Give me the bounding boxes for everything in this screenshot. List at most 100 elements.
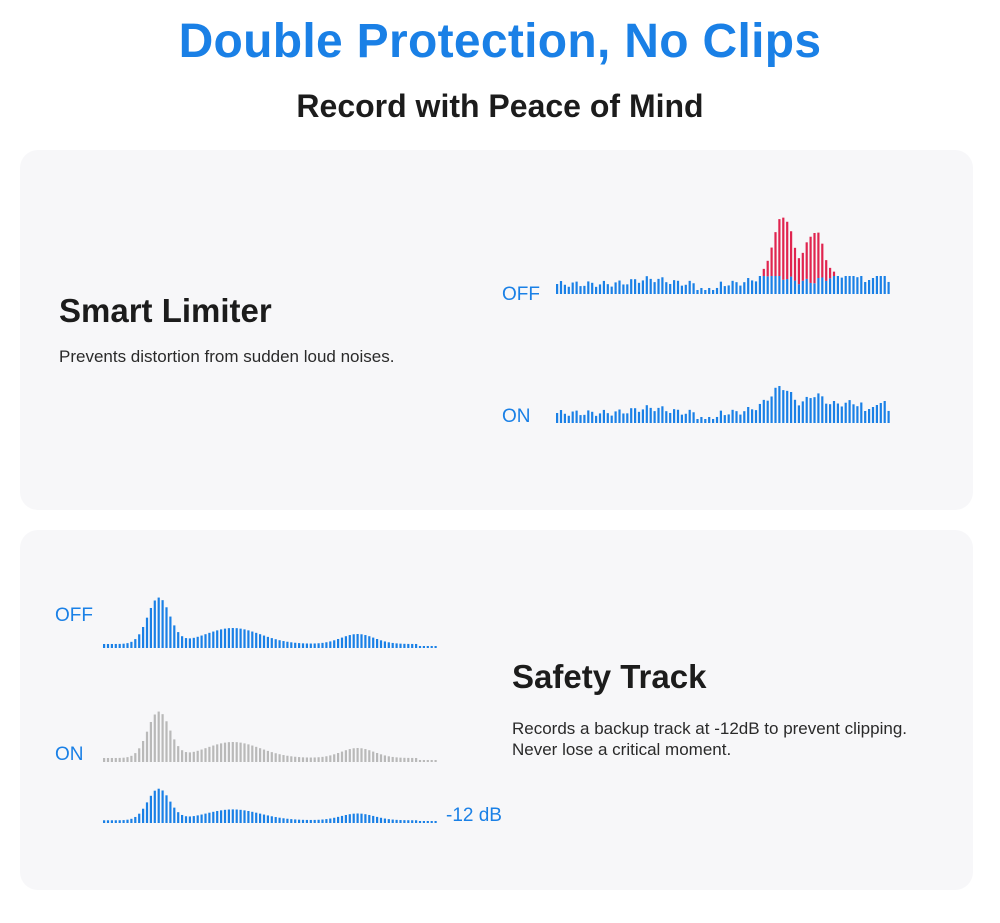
waveform-bar [204, 813, 207, 823]
waveform-bar [618, 409, 621, 423]
waveform-bar [169, 801, 172, 823]
waveform-bar [754, 281, 758, 294]
waveform-bar [559, 410, 563, 423]
waveform-bar [251, 811, 254, 823]
waveform-bar [715, 416, 719, 423]
waveform-bar [887, 281, 890, 294]
waveform-bar [212, 811, 215, 823]
waveform-bar [430, 759, 433, 762]
waveform-bar [340, 815, 344, 823]
waveform-bar [130, 818, 133, 823]
waveform-bar [177, 746, 180, 762]
waveform-bar [317, 757, 320, 762]
waveform-bar [110, 757, 113, 762]
waveform-bar [387, 756, 390, 762]
waveform-bar [196, 636, 199, 648]
waveform-bar [130, 755, 133, 762]
waveform-bar [673, 409, 676, 423]
waveform-bar [368, 814, 371, 823]
waveform-bar [563, 413, 566, 423]
waveform-bar [321, 642, 324, 648]
waveform-bar [418, 759, 422, 762]
waveform-bar [809, 236, 812, 283]
waveform-bar [169, 730, 172, 762]
waveform-bar [700, 416, 703, 423]
waveform-bar [153, 790, 156, 823]
waveform-bar [805, 242, 808, 279]
waveform-bar [360, 748, 363, 762]
waveform-bar [751, 409, 754, 423]
waveform-bar [856, 277, 859, 294]
waveform-bar [309, 819, 312, 823]
waveform-bar [200, 749, 203, 762]
waveform-bar [110, 643, 113, 648]
waveform-bar [719, 281, 722, 294]
waveform-bar [243, 743, 246, 762]
page-title: Double Protection, No Clips [178, 15, 822, 68]
waveform-bar [153, 600, 156, 648]
waveform-bar [641, 280, 644, 294]
waveform-bar [583, 285, 586, 294]
waveform-bar [313, 819, 316, 823]
waveform-bar [871, 278, 875, 294]
waveform-bar [653, 282, 656, 294]
waveform-bar [301, 757, 305, 762]
waveform-bar [333, 640, 336, 648]
waveform-bar [173, 739, 176, 762]
waveform-bar [243, 810, 246, 823]
waveform-bar [790, 276, 793, 294]
waveform-bar [766, 276, 769, 294]
waveform-bar [766, 260, 769, 277]
waveform-bar [634, 279, 637, 294]
smart-limiter-description: Prevents distortion from sudden loud noi… [59, 347, 395, 366]
waveform-bar [411, 643, 414, 648]
limiter-off-label: OFF [502, 284, 540, 305]
waveform-bar [278, 817, 281, 823]
waveform-bar [149, 795, 152, 823]
waveform-bar [305, 643, 308, 648]
waveform-bar [595, 415, 598, 423]
waveform-bar [223, 809, 227, 823]
waveform-bar [376, 639, 379, 648]
waveform-bar [602, 280, 605, 294]
waveform-bar [145, 617, 149, 648]
waveform-bar [106, 643, 110, 648]
waveform-bar [801, 401, 804, 423]
waveform-bar [743, 411, 746, 423]
waveform-bar [372, 815, 375, 823]
waveform-bar [391, 642, 394, 648]
waveform-bar [770, 276, 773, 294]
waveform-bar [622, 413, 625, 423]
waveform-bar [145, 731, 149, 762]
waveform-bar [403, 643, 406, 648]
waveform-bar [434, 759, 437, 762]
waveform-bar [364, 635, 367, 648]
waveform-bar [778, 386, 781, 423]
waveform-bar [579, 286, 582, 294]
waveform-bar [825, 260, 828, 281]
waveform-bar [126, 757, 129, 762]
waveform-bar [352, 813, 355, 823]
waveform-bar [313, 757, 316, 762]
waveform-bar [411, 757, 414, 762]
waveform-bar [181, 750, 184, 762]
waveform-bar [587, 410, 590, 423]
waveform-bar [317, 819, 320, 823]
waveform-bar [130, 641, 133, 648]
waveform-bar [430, 645, 433, 648]
waveform-bar [840, 277, 843, 294]
waveform-bar [118, 820, 121, 823]
waveform-bar [731, 409, 734, 423]
waveform-bar [696, 289, 699, 294]
waveform-bar [649, 407, 652, 423]
waveform-bar [817, 278, 820, 294]
waveform-bar [282, 755, 285, 762]
waveform-bar [606, 284, 609, 294]
waveform-bar [262, 814, 266, 823]
waveform-bar [556, 413, 559, 423]
waveform-bar [805, 278, 808, 294]
waveform-bar [801, 252, 804, 281]
waveform-bar [661, 406, 664, 423]
waveform-bar [379, 640, 383, 648]
waveform-bar [138, 813, 141, 823]
